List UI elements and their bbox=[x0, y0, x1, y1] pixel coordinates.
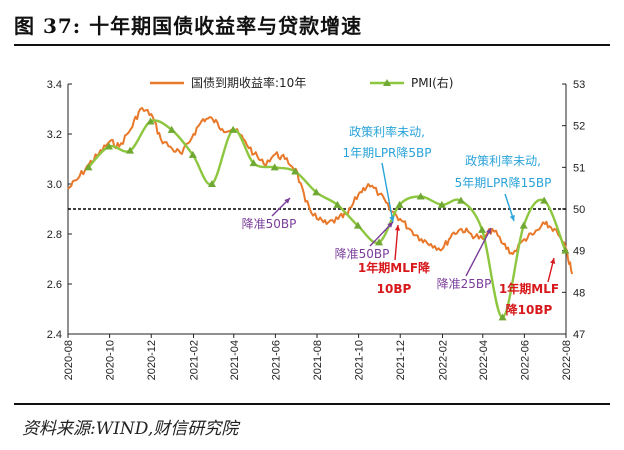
y-left-tick-label: 2.6 bbox=[47, 279, 62, 291]
arrow-rrr-2-head bbox=[387, 222, 393, 228]
pmi-point-marker bbox=[249, 159, 258, 167]
x-tick-label: 2021-08 bbox=[312, 340, 324, 380]
annotation-lpr-1y-cut: 1年期LPR降5BP bbox=[343, 146, 432, 160]
pmi-point-marker bbox=[270, 163, 279, 171]
pmi-point-marker bbox=[167, 125, 176, 133]
x-tick-label: 2020-12 bbox=[146, 340, 158, 380]
x-tick-label: 2020-08 bbox=[63, 340, 75, 380]
x-tick-label: 2021-12 bbox=[395, 340, 407, 380]
pmi-point-marker bbox=[395, 200, 404, 208]
pmi-point-marker bbox=[207, 180, 216, 187]
pmi-point-marker bbox=[437, 200, 446, 208]
pmi-point-marker bbox=[84, 163, 93, 171]
pmi-point-marker bbox=[561, 246, 570, 254]
x-tick-label: 2021-02 bbox=[189, 340, 201, 380]
pmi-point-marker bbox=[498, 313, 507, 321]
source-rule bbox=[14, 403, 610, 405]
pmi-point-marker bbox=[375, 238, 384, 246]
arrow-rrr-3 bbox=[465, 227, 492, 277]
arrow-rrr-2 bbox=[369, 221, 394, 247]
pmi-point-marker bbox=[312, 188, 321, 196]
title-rule bbox=[14, 44, 610, 46]
pmi-point-marker bbox=[291, 167, 300, 175]
annotation-rrr-cut-2: 降准50BP bbox=[335, 247, 390, 261]
pmi-point-marker bbox=[353, 221, 362, 229]
legend-bond-yield-label: 国债到期收益率:10年 bbox=[191, 75, 306, 90]
y-right-tick-label: 53 bbox=[573, 79, 585, 91]
arrow-lpr-1y bbox=[381, 162, 394, 223]
x-tick-label: 2020-10 bbox=[105, 340, 117, 380]
x-tick-label: 2021-06 bbox=[270, 340, 282, 380]
pmi-point-marker bbox=[188, 150, 197, 158]
y-left-tick-label: 3.2 bbox=[47, 129, 62, 141]
pmi-point-marker bbox=[478, 225, 487, 233]
chart-svg: 2.4 2.6 2.8 3.0 3.2 3.4 47 48 49 50 51 52 53 2020-08 2… bbox=[47, 75, 586, 380]
y-left-tick-label: 2.8 bbox=[47, 229, 62, 241]
bond-yield-series-line bbox=[67, 107, 574, 275]
y-left-tick-label: 2.4 bbox=[47, 329, 62, 341]
x-tick-label: 2021-10 bbox=[354, 340, 366, 380]
pmi-point-marker bbox=[456, 196, 465, 204]
annotation-lpr-5y-cut: 5年期LPR降15BP bbox=[455, 176, 552, 190]
y-right-tick-label: 49 bbox=[573, 246, 585, 258]
arrow-rrr-1-head bbox=[284, 198, 290, 204]
y-right-tick-label: 51 bbox=[573, 162, 585, 174]
x-tick-label: 2022-02 bbox=[438, 340, 450, 380]
pmi-point-marker bbox=[519, 221, 528, 229]
pmi-point-marker bbox=[146, 117, 155, 125]
arrow-lpr-5y-head bbox=[509, 215, 515, 221]
source-note: 资料来源:WIND,财信研究院 bbox=[22, 419, 239, 439]
pmi-point-marker bbox=[540, 196, 549, 204]
figure-title: 图 37: 十年期国债收益率与贷款增速 bbox=[14, 14, 363, 38]
legend-pmi-label: PMI(右) bbox=[411, 75, 454, 90]
y-left-tick-label: 3.0 bbox=[47, 179, 62, 191]
pmi-point-marker bbox=[333, 200, 342, 208]
arrow-mlf-1-head bbox=[394, 225, 401, 231]
pmi-point-marker bbox=[416, 192, 425, 200]
annotation-rrr-cut-1: 降准50BP bbox=[242, 217, 297, 231]
pmi-point-marker bbox=[104, 142, 113, 150]
annotation-mlf-cut-2: 1年期MLF bbox=[499, 281, 559, 296]
arrow-rrr-3-head bbox=[486, 228, 491, 234]
x-tick-label: 2022-06 bbox=[519, 340, 531, 380]
annotation-rrr-cut-3: 降准25BP bbox=[437, 277, 492, 291]
annotation-mlf-cut-2-amount: 降10BP bbox=[506, 302, 553, 317]
annotation-mlf-cut-1-amount: 10BP bbox=[377, 282, 412, 296]
arrow-lpr-1y-head bbox=[389, 216, 395, 222]
annotation-policy-rate-2: 政策利率未动, bbox=[465, 153, 541, 168]
pmi-series-line bbox=[87, 119, 567, 319]
y-right-tick-label: 52 bbox=[573, 121, 585, 133]
x-tick-label: 2022-04 bbox=[478, 340, 490, 380]
y-right-tick-label: 48 bbox=[573, 287, 585, 299]
x-tick-label: 2022-08 bbox=[561, 340, 573, 380]
y-left-tick-label: 3.4 bbox=[47, 79, 62, 91]
arrow-mlf-1 bbox=[394, 224, 399, 261]
legend-pmi-marker bbox=[383, 79, 391, 86]
annotation-mlf-cut-1: 1年期MLF降 bbox=[358, 260, 431, 275]
pmi-point-marker bbox=[126, 146, 135, 154]
y-right-tick-label: 47 bbox=[573, 329, 585, 341]
pmi-point-marker bbox=[229, 125, 238, 133]
x-tick-label: 2021-04 bbox=[229, 340, 241, 380]
y-right-tick-label: 50 bbox=[573, 204, 585, 216]
arrow-mlf-2-head bbox=[550, 258, 556, 264]
annotation-policy-rate-1: 政策利率未动, bbox=[349, 124, 425, 139]
